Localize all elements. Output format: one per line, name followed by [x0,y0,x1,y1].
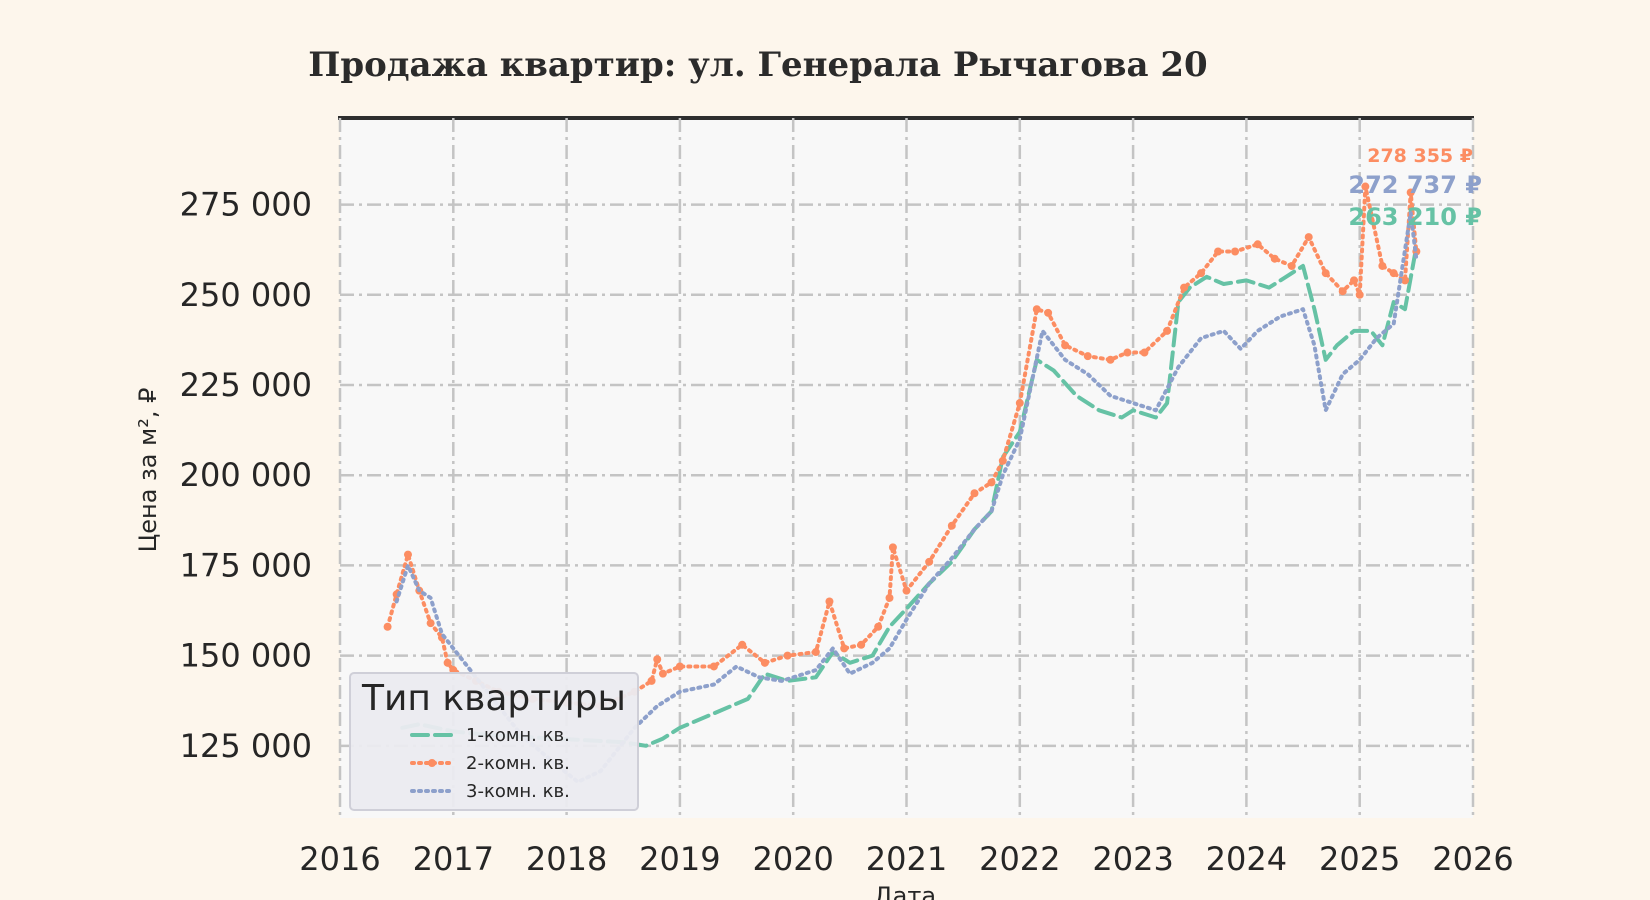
data-point [1350,276,1358,284]
data-point [1016,399,1024,407]
data-point [1123,349,1131,357]
chart-title: Продажа квартир: ул. Генерала Рычагова 2… [308,45,1207,85]
y-tick-label: 250 000 [180,276,312,314]
x-tick-label: 2024 [1206,840,1287,878]
y-axis-ticks: 125 000 150 000 175 000 200 000 225 000 250 0… [180,186,312,765]
data-point [1378,262,1386,270]
data-point [1322,269,1330,277]
data-point [659,670,667,678]
legend-entry-label: 1-комн. кв. [466,725,570,746]
data-point [999,457,1007,465]
series-end-label: 272 737 ₽ [1348,171,1482,199]
data-point [1254,240,1262,248]
x-tick-label: 2017 [413,840,494,878]
data-point [1163,327,1171,335]
end-labels: 263 210 ₽ 278 355 ₽ 272 737 ₽ [1348,145,1482,231]
legend-marker [428,759,436,767]
y-tick-label: 150 000 [180,637,312,675]
data-point [710,662,718,670]
data-point [1214,248,1222,256]
data-point [987,478,995,486]
data-point [1084,352,1092,360]
y-tick-label: 275 000 [180,186,312,224]
data-point [1044,309,1052,317]
x-tick-label: 2023 [1092,840,1173,878]
x-tick-label: 2022 [979,840,1060,878]
data-point [404,551,412,559]
data-point [784,652,792,660]
data-point [653,655,661,663]
data-point [1140,349,1148,357]
data-point [1288,262,1296,270]
data-point [444,659,452,667]
data-point [1106,356,1114,364]
data-point [874,623,882,631]
series-end-label: 263 210 ₽ [1348,203,1482,231]
y-tick-label: 175 000 [180,546,312,584]
legend-title: Тип квартиры [361,678,626,719]
x-tick-label: 2018 [526,840,607,878]
x-tick-label: 2021 [866,840,947,878]
data-point [1033,305,1041,313]
data-point [1231,248,1239,256]
data-point [1305,233,1313,241]
data-point [857,641,865,649]
x-tick-label: 2019 [639,840,720,878]
data-point [1390,269,1398,277]
y-tick-label: 200 000 [180,456,312,494]
y-tick-label: 125 000 [180,727,312,765]
data-point [427,619,435,627]
data-point [1197,269,1205,277]
data-point [886,594,894,602]
legend-entry-label: 2-комн. кв. [466,753,570,774]
data-point [925,558,933,566]
x-tick-label: 2020 [752,840,833,878]
x-tick-label: 2016 [299,840,380,878]
data-point [812,648,820,656]
data-point [825,598,833,606]
x-axis-label: Дата [874,882,936,900]
data-point [889,543,897,551]
data-point [1061,341,1069,349]
data-point [676,662,684,670]
data-point [738,641,746,649]
data-point [761,659,769,667]
y-tick-label: 225 000 [180,366,312,404]
data-point [1271,255,1279,263]
data-point [948,522,956,530]
x-axis-ticks: 2016 2017 2018 2019 2020 2021 2022 2023 2024 2025… [299,840,1513,878]
data-point [970,489,978,497]
data-point [1339,287,1347,295]
legend-entry-label: 3-комн. кв. [466,781,570,802]
x-tick-label: 2026 [1432,840,1513,878]
data-point [840,644,848,652]
data-point [903,587,911,595]
data-point [648,677,656,685]
legend: Тип квартиры 1-комн. кв. 2-комн. кв. 3-ком… [350,673,638,810]
data-point [1180,284,1188,292]
y-axis-label: Цена за м², ₽ [134,388,162,553]
x-tick-label: 2025 [1319,840,1400,878]
data-point [1356,291,1364,299]
series-end-label: 278 355 ₽ [1367,145,1473,167]
data-point [384,623,392,631]
